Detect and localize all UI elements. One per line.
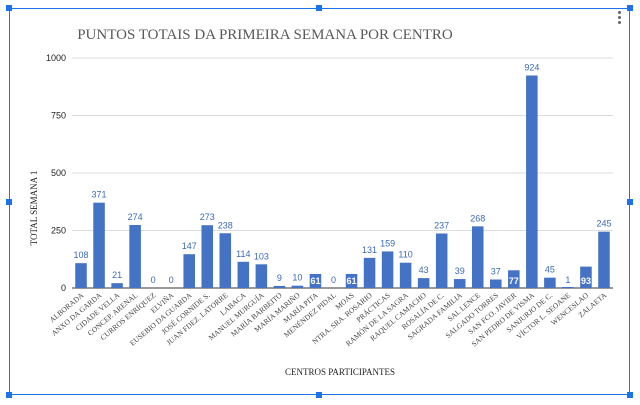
bar-value-label: 110 [398, 250, 412, 260]
bar-value-label: 61 [310, 276, 320, 286]
bar [309, 273, 322, 288]
bar [381, 251, 394, 288]
bar [273, 285, 286, 288]
bar [580, 266, 592, 288]
bar [75, 263, 87, 288]
bar [453, 279, 466, 288]
bar-value-label: 45 [545, 265, 555, 275]
y-tick-label: 250 [51, 226, 66, 236]
y-tick-label: 0 [61, 283, 66, 293]
more-options-icon[interactable] [614, 10, 624, 26]
bar-value-label: 0 [331, 275, 336, 285]
bar [291, 285, 304, 288]
bar [490, 279, 502, 288]
resize-handle-top[interactable] [316, 5, 322, 11]
bar [345, 273, 358, 288]
bar-value-label: 37 [491, 266, 501, 276]
bar-value-label: 159 [380, 238, 395, 248]
bar-value-label: 108 [74, 250, 89, 260]
bar [435, 233, 448, 288]
bar-value-label: 61 [347, 276, 357, 286]
resize-handle-top-left[interactable] [6, 5, 12, 11]
bar-value-label: 245 [596, 219, 611, 229]
y-tick-label: 1000 [46, 53, 66, 63]
bar [201, 225, 214, 288]
bar [237, 261, 250, 288]
bar-value-label: 93 [581, 276, 591, 286]
y-axis-label: TOTAL SEMANA 1 [29, 171, 39, 246]
bar-value-label: 39 [455, 266, 465, 276]
resize-handle-bottom-left[interactable] [6, 392, 12, 398]
bar [399, 262, 412, 288]
bar [111, 283, 123, 288]
resize-handle-bottom-right[interactable] [627, 392, 633, 398]
bar [471, 226, 484, 288]
y-tick-label: 500 [51, 168, 66, 178]
bar-value-label: 114 [236, 249, 250, 259]
bar [508, 270, 520, 288]
bar [363, 257, 376, 288]
x-axis-label: CENTROS PARTICIPANTES [285, 367, 395, 377]
resize-handle-right[interactable] [627, 199, 633, 205]
bar [417, 278, 430, 288]
bar-value-label: 77 [509, 276, 519, 286]
resize-handle-top-right[interactable] [627, 5, 633, 11]
resize-handle-left[interactable] [6, 199, 12, 205]
bar [598, 231, 610, 288]
y-tick-label: 750 [51, 111, 66, 121]
bar-value-label: 0 [169, 275, 174, 285]
bar-value-label: 10 [292, 273, 302, 283]
bar [93, 202, 105, 288]
bar-value-label: 273 [200, 212, 215, 222]
bar-value-label: 274 [128, 212, 143, 222]
bar-value-label: 238 [218, 220, 233, 230]
bar [129, 224, 141, 288]
bar-value-label: 43 [419, 265, 429, 275]
bar [219, 233, 232, 288]
bar [255, 264, 268, 288]
gridlines [72, 57, 613, 289]
bar-value-label: 21 [112, 270, 122, 280]
bar-value-label: 268 [470, 213, 485, 223]
bar [544, 277, 556, 288]
y-axis-ticks: 0 250 500 750 1000 [46, 53, 66, 293]
bar-value-label: 103 [254, 251, 269, 261]
bar [562, 287, 574, 288]
bar [183, 254, 195, 288]
bar-value-label: 9 [277, 273, 282, 283]
bars [75, 75, 610, 288]
bar-value-label: 1 [565, 275, 570, 285]
bar-value-label: 147 [182, 241, 197, 251]
resize-handle-bottom[interactable] [316, 392, 322, 398]
bar-value-label: 371 [92, 190, 107, 200]
bar-value-label: 924 [524, 62, 539, 72]
bar-value-label: 0 [151, 275, 156, 285]
bar-value-label: 131 [362, 245, 377, 255]
bar [526, 75, 538, 288]
chart-title: PUNTOS TOTAIS DA PRIMEIRA SEMANA POR CEN… [77, 27, 453, 43]
bar-value-label: 237 [434, 220, 449, 230]
